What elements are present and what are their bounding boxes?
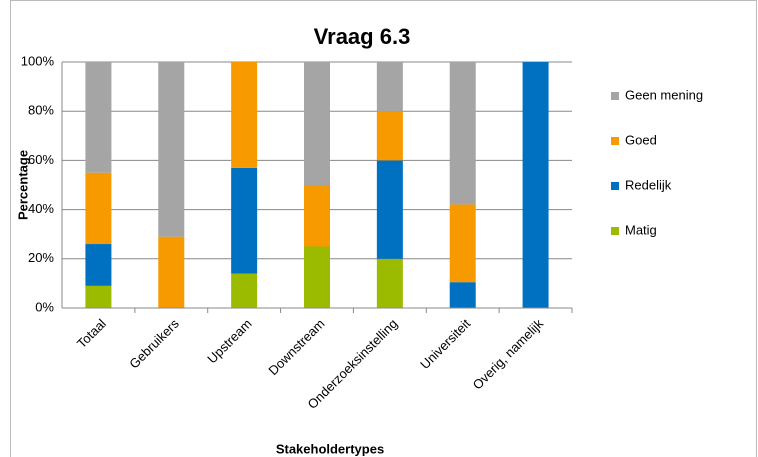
bar-segment	[158, 236, 185, 308]
legend-label: Redelijk	[625, 177, 672, 192]
legend-swatch	[611, 182, 619, 190]
legend-label: Geen mening	[625, 87, 703, 102]
y-tick-label: 80%	[28, 103, 54, 118]
y-tick-label: 100%	[21, 53, 55, 68]
chart-border	[10, 0, 757, 457]
bar-segment	[231, 62, 258, 168]
legend-swatch	[611, 227, 619, 235]
x-tick-label: Upstream	[204, 316, 254, 366]
x-tick-label: Universiteit	[417, 316, 473, 372]
bar-segment	[376, 160, 403, 259]
x-tick-label: Totaal	[74, 316, 109, 351]
bar-segment	[231, 167, 258, 274]
y-tick-label: 40%	[28, 201, 54, 216]
bar-segment	[231, 273, 258, 308]
bar-segment	[85, 244, 112, 286]
bar-segment	[376, 111, 403, 161]
x-axis-title: Stakeholdertypes	[276, 441, 384, 456]
bar-segment	[304, 185, 330, 247]
bar-segment	[85, 285, 112, 308]
chart-title: Vraag 6.3	[314, 24, 411, 49]
bar-segment	[85, 62, 112, 173]
x-tick-label: Overig, namelijk	[470, 316, 547, 393]
bar-segment	[304, 62, 330, 185]
bar-segment	[376, 258, 403, 308]
y-tick-label: 60%	[28, 152, 54, 167]
x-tick-label: Downstream	[265, 316, 327, 378]
y-tick-label: 0%	[35, 299, 54, 314]
bar-segment	[449, 282, 476, 308]
y-axis-title: Percentage	[15, 150, 30, 220]
bar-segment	[376, 62, 403, 112]
bar-segment	[85, 172, 112, 245]
legend-swatch	[611, 137, 619, 145]
bar-segment	[158, 62, 185, 237]
legend-label: Goed	[625, 132, 657, 147]
bar-segment	[449, 204, 476, 283]
x-tick-label: Gebruikers	[126, 316, 182, 372]
bar-segment	[304, 246, 330, 308]
bar-segment	[449, 62, 476, 205]
bar-segment	[522, 62, 549, 308]
legend-swatch	[611, 92, 619, 100]
legend-label: Matig	[625, 222, 657, 237]
y-tick-label: 20%	[28, 250, 54, 265]
